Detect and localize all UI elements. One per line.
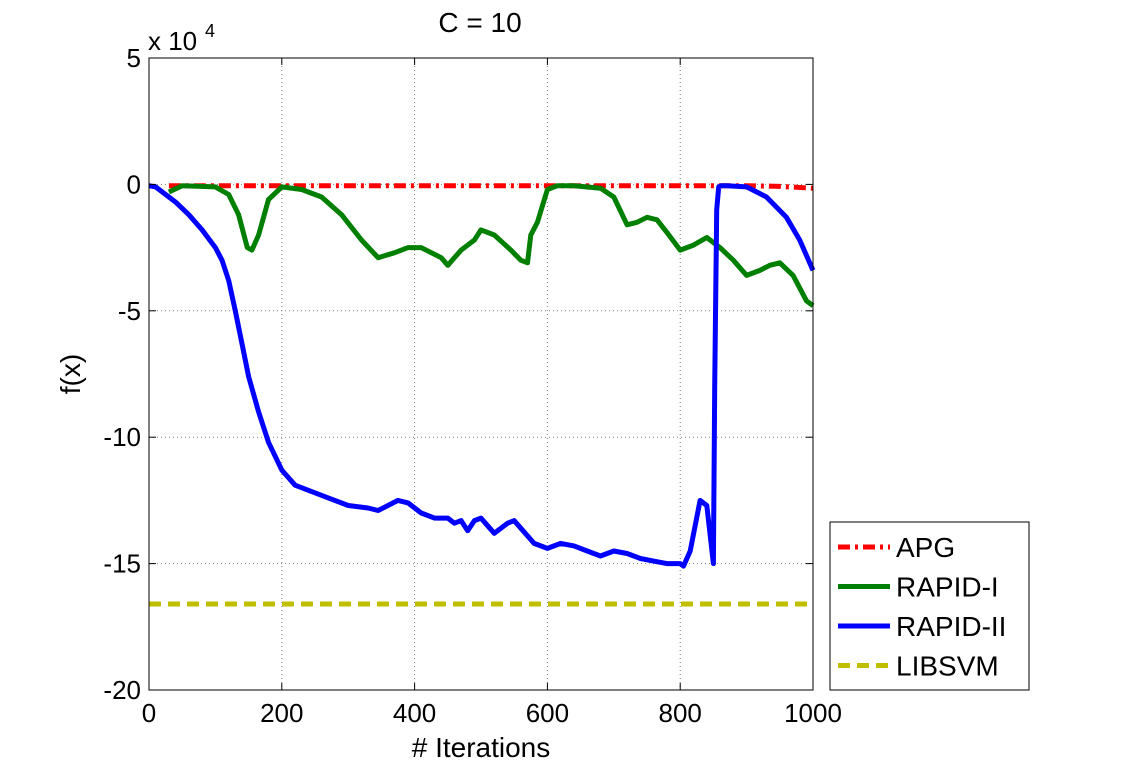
y-tick-label-0: 5 <box>127 43 141 73</box>
grid <box>149 58 813 690</box>
axes-box <box>148 57 814 691</box>
plot-area <box>149 58 813 690</box>
x-tick-label-3: 600 <box>526 698 569 728</box>
y-axis-label: f(x) <box>55 354 86 394</box>
axes <box>148 57 814 691</box>
x-tick-label-0: 0 <box>142 698 156 728</box>
x-tick-label-5: 1000 <box>784 698 842 728</box>
legend-label-apg: APG <box>896 532 955 563</box>
y-tick-label-3: -10 <box>103 422 141 452</box>
ticks: 0 200 400 600 800 1000 5 0 -5 -10 -15 -20 <box>103 43 842 728</box>
y-exponent-label: x 10 <box>148 26 197 56</box>
chart-title: C = 10 <box>438 7 521 38</box>
x-tick-label-2: 400 <box>393 698 436 728</box>
legend-label-libsvm: LIBSVM <box>896 651 999 682</box>
y-tick-label-4: -15 <box>103 549 141 579</box>
y-tick-label-5: -20 <box>103 675 141 705</box>
x-axis-label: # Iterations <box>412 732 551 763</box>
legend-box <box>829 521 1030 691</box>
y-tick-label-2: -5 <box>118 296 141 326</box>
series-layer <box>148 183 816 607</box>
plot-background <box>149 58 813 690</box>
legend-label-rapid-ii: RAPID-II <box>896 611 1006 642</box>
series-line-apg <box>168 183 814 191</box>
legend: APG RAPID-I RAPID-II LIBSVM <box>829 521 1030 691</box>
series-line-rapid-ii <box>148 183 816 569</box>
x-tick-label-4: 800 <box>659 698 702 728</box>
x-tick-label-1: 200 <box>260 698 303 728</box>
y-exponent-power: 4 <box>205 21 215 41</box>
legend-label-rapid-i: RAPID-I <box>896 572 999 603</box>
y-tick-label-1: 0 <box>127 169 141 199</box>
